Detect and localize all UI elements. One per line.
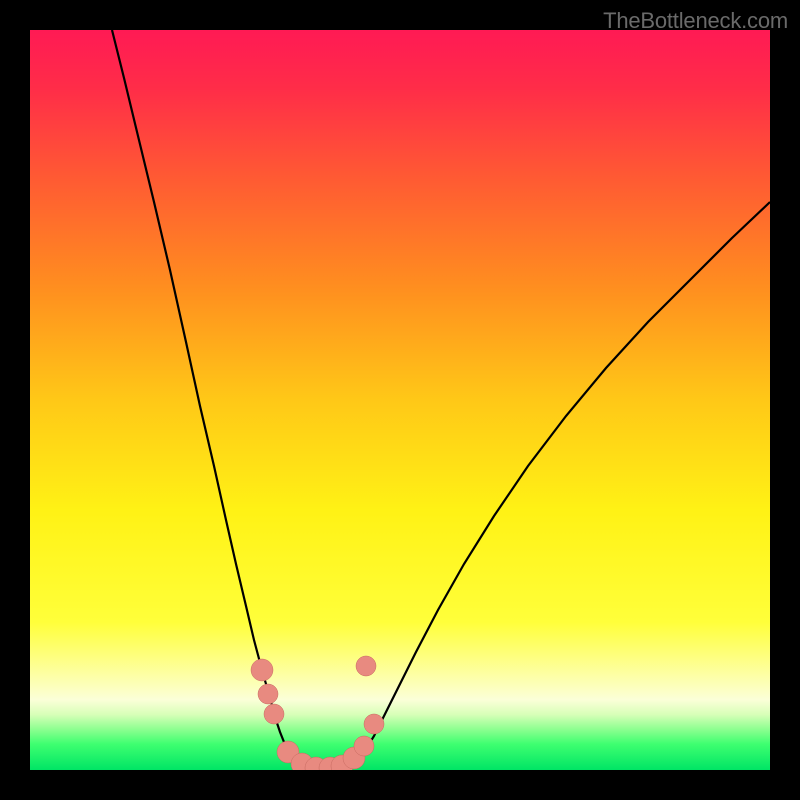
- watermark-text: TheBottleneck.com: [603, 8, 788, 34]
- data-marker: [354, 736, 374, 756]
- data-marker: [356, 656, 376, 676]
- chart-container: TheBottleneck.com: [0, 0, 800, 800]
- data-marker: [364, 714, 384, 734]
- data-marker: [251, 659, 273, 681]
- gradient-background: [30, 30, 770, 770]
- data-marker: [264, 704, 284, 724]
- data-marker: [258, 684, 278, 704]
- plot-area: [30, 30, 770, 770]
